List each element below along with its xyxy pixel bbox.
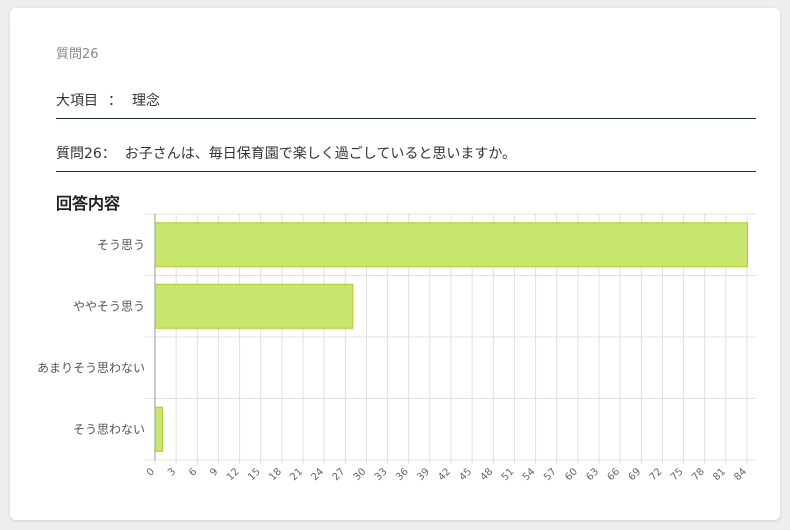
x-tick-label: 21 [288,466,305,483]
x-tick-label: 3 [166,466,178,478]
category-value: 理念 [132,93,160,109]
x-tick-label: 15 [246,466,263,483]
section-title: 回答内容 [56,194,121,213]
x-tick-label: 48 [479,466,496,483]
category-label-3: そう思わない [73,422,145,436]
x-tick-label: 36 [394,466,411,483]
question-number: 質問26 [56,47,99,62]
x-tick-label: 18 [267,466,284,483]
x-tick-label: 6 [187,466,199,478]
x-tick-label: 45 [457,466,474,483]
x-tick-label: 33 [373,466,390,483]
x-tick-label: 42 [436,466,453,483]
question-label: 質問26： [56,146,116,162]
x-tick-label: 51 [500,466,517,483]
category-label: 大項目 [56,93,98,109]
x-tick-label: 63 [584,466,601,483]
x-tick-label: 81 [711,466,728,483]
x-tick-label: 69 [627,466,644,483]
x-tick-label: 54 [521,466,538,483]
x-tick-label: 84 [732,466,749,483]
question-row: 質問26： お子さんは、毎日保育園で楽しく過ごしていると思いますか。 [56,143,756,172]
x-tick-label: 9 [208,466,220,478]
x-tick-label: 27 [331,466,348,483]
x-tick-label: 66 [605,466,622,483]
x-tick-label: 30 [352,466,369,483]
bar-1 [155,283,354,329]
x-tick-label: 24 [309,466,326,483]
bar-0 [155,222,748,268]
x-tick-label: 78 [690,466,707,483]
x-tick-label: 60 [563,466,580,483]
x-tick-label: 0 [145,466,157,478]
x-tick-label: 75 [669,466,686,483]
question-card: 質問26 大項目 ： 理念 質問26： お子さんは、毎日保育園で楽しく過ごしていると… [10,8,780,520]
x-tick-label: 12 [225,466,242,483]
category-label-2: あまりそう思わない [37,361,145,375]
x-tick-label: 57 [542,466,559,483]
bar-3 [155,406,164,452]
x-tick-label: 72 [648,466,665,483]
category-label-1: ややそう思う [73,299,145,313]
category-label-0: そう思う [97,238,145,252]
category-row: 大項目 ： 理念 [56,90,756,119]
x-tick-label: 39 [415,466,432,483]
question-text: お子さんは、毎日保育園で楽しく過ごしていると思いますか。 [124,146,517,162]
category-separator: ： [108,93,122,109]
